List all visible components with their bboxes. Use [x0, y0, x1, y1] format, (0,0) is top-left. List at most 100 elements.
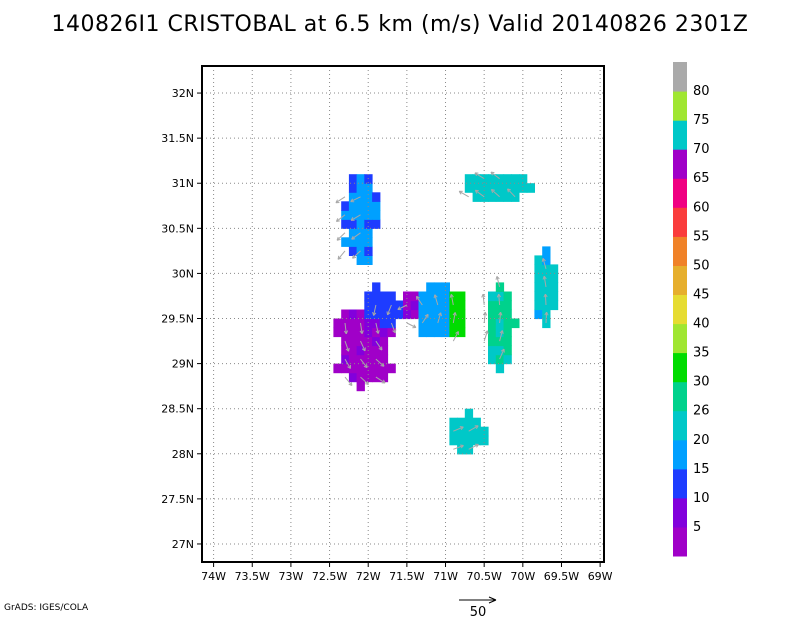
wind-speed-cell	[457, 417, 466, 428]
wind-speed-cell	[472, 417, 481, 428]
wind-speed-cell	[364, 318, 373, 329]
wind-speed-cell	[519, 183, 528, 193]
wind-speed-cell	[495, 363, 505, 374]
wind-vector-head	[352, 254, 357, 259]
colorbar-label: 45	[693, 288, 710, 303]
wind-speed-cell	[333, 318, 342, 329]
wind-vector	[545, 312, 548, 324]
wind-vector	[434, 294, 439, 306]
wind-vector	[490, 171, 500, 180]
wind-vector	[336, 214, 346, 222]
wind-vector-head	[474, 189, 479, 194]
wind-vector-head	[361, 347, 366, 352]
wind-vector-head	[474, 425, 479, 430]
wind-speed-cell	[395, 309, 404, 320]
colorbar-label: 70	[693, 142, 710, 157]
wind-speed-cell	[472, 426, 481, 437]
colorbar-label: 5	[693, 520, 701, 535]
wind-vector-head	[507, 188, 511, 193]
wind-speed-cell	[364, 363, 373, 374]
wind-speed-cell	[426, 300, 435, 311]
wind-speed-cell	[418, 291, 427, 302]
wind-speed-cell	[549, 300, 559, 311]
wind-vector-head	[397, 306, 402, 311]
wind-vector	[360, 322, 363, 334]
wind-vector-head	[455, 331, 459, 335]
wind-speed-cell	[433, 309, 443, 320]
wind-speed-cell	[464, 435, 474, 446]
wind-speed-cell	[379, 300, 389, 311]
wind-vectors	[335, 171, 549, 450]
wind-speed-cell	[495, 327, 505, 338]
wind-speed-cell	[457, 309, 466, 320]
wind-speed-cell	[356, 174, 365, 184]
x-tick-label: 69W	[588, 570, 613, 583]
wind-speed-cell	[534, 273, 543, 283]
wind-speed-cell	[426, 309, 435, 320]
y-tick-label: 29N	[172, 358, 194, 371]
wind-speed-cell	[379, 345, 389, 356]
x-tick-label: 72W	[356, 570, 381, 583]
wind-speed-cell	[480, 183, 489, 193]
wind-speed-cell	[372, 291, 381, 302]
wind-speed-cell	[348, 327, 358, 338]
wind-vector-head	[481, 293, 486, 298]
y-tick-label: 28N	[172, 448, 194, 461]
wind-speed-cell	[480, 435, 489, 446]
wind-speed-cell	[457, 327, 466, 338]
wind-speed-cell	[449, 291, 458, 302]
wind-vector	[421, 314, 429, 324]
wind-speed-cell	[426, 282, 435, 292]
wind-speed-cell	[364, 300, 373, 311]
wind-vector-head	[378, 346, 383, 351]
wind-speed-cell	[348, 237, 358, 247]
wind-speed-cell	[379, 363, 389, 374]
wind-vector-head	[474, 172, 479, 177]
wind-speed-cell	[341, 345, 350, 356]
wind-speed-cell	[488, 183, 497, 193]
x-tick-label: 70W	[510, 570, 535, 583]
wind-speed-cell	[356, 201, 365, 211]
y-tick-label: 29.5N	[161, 313, 194, 326]
wind-vector	[375, 376, 386, 384]
wind-speed-cell	[464, 417, 474, 428]
wind-vector	[482, 294, 485, 306]
wind-speed-cell	[472, 183, 481, 193]
x-tick-label: 70.5W	[466, 570, 501, 583]
wind-vector	[483, 312, 486, 324]
wind-speed-cell	[410, 291, 419, 302]
wind-speed-cell	[488, 327, 497, 338]
wind-speed-cell	[364, 228, 373, 238]
y-tick-label: 30N	[172, 267, 194, 280]
wind-vector-head	[359, 330, 364, 334]
wind-speed-cell	[495, 282, 505, 292]
colorbar-swatch	[673, 352, 687, 383]
wind-speed-cell	[341, 363, 350, 374]
wind-speed-cell	[480, 192, 489, 202]
wind-vector-head	[345, 347, 350, 352]
wind-vector	[544, 294, 547, 306]
wind-speed-cell	[488, 336, 497, 347]
wind-speed-cell	[449, 327, 458, 338]
wind-speed-cell	[387, 327, 396, 338]
wind-vector-head	[482, 311, 488, 316]
wind-speed-cell	[433, 318, 443, 329]
y-tick-label: 27.5N	[161, 493, 194, 506]
colorbar-swatch	[673, 91, 687, 121]
wind-speed-cell	[410, 300, 419, 311]
wind-vector-head	[350, 198, 355, 203]
wind-speed-cell	[464, 174, 474, 184]
wind-speed-cell	[364, 183, 373, 193]
wind-speed-cell	[457, 300, 466, 311]
wind-vector	[468, 443, 479, 450]
wind-speed-cell	[549, 273, 559, 283]
wind-speed-cell	[364, 327, 373, 338]
wind-speed-cell	[433, 327, 443, 338]
colorbar-label: 35	[693, 346, 710, 361]
wind-speed-cell	[480, 426, 489, 437]
wind-vector-head	[460, 444, 464, 449]
colorbar-label: 15	[693, 462, 710, 477]
grid-lines	[202, 66, 604, 562]
wind-speed-cell	[464, 408, 474, 419]
wind-vector	[344, 358, 351, 369]
